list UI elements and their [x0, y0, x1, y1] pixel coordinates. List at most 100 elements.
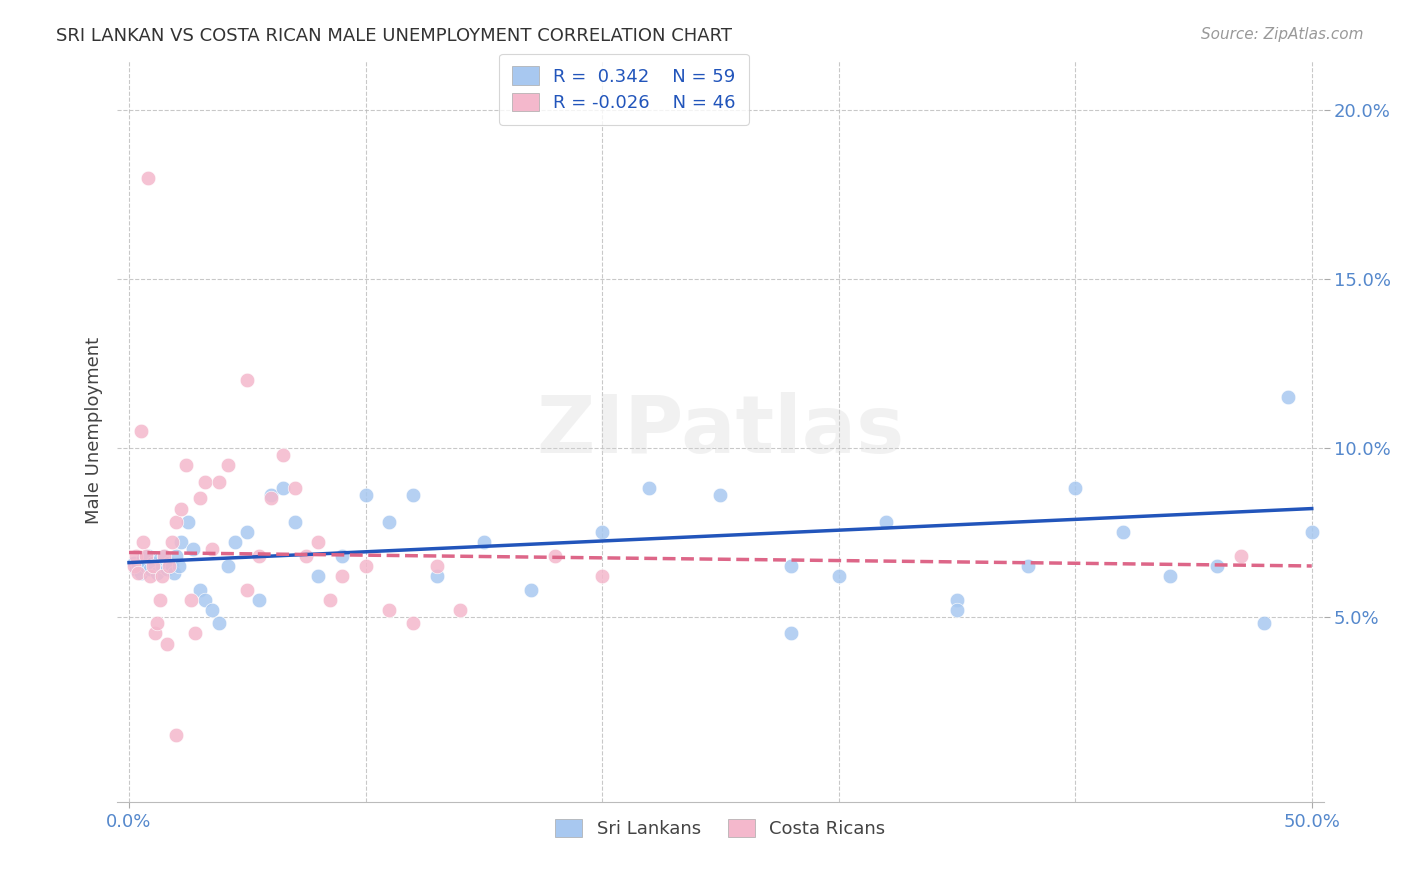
Point: [217, 558, 239, 573]
Point: [188, 582, 211, 597]
Point: [520, 582, 543, 597]
Text: Source: ZipAtlas.com: Source: ZipAtlas.com: [1201, 27, 1364, 42]
Point: [150, 558, 173, 573]
Point: [156, 637, 179, 651]
Point: [271, 448, 294, 462]
Point: [167, 558, 190, 573]
Point: [122, 558, 145, 573]
Point: [307, 535, 329, 549]
Y-axis label: Male Unemployment: Male Unemployment: [86, 337, 103, 524]
Point: [139, 562, 162, 576]
Point: [146, 566, 169, 580]
Point: [129, 424, 152, 438]
Point: [1064, 481, 1087, 495]
Point: [165, 549, 187, 563]
Point: [307, 569, 329, 583]
Point: [174, 458, 197, 472]
Point: [1301, 525, 1323, 540]
Point: [1159, 569, 1181, 583]
Point: [129, 566, 152, 580]
Point: [780, 626, 803, 640]
Point: [425, 569, 447, 583]
Point: [1206, 558, 1229, 573]
Point: [184, 626, 207, 640]
Point: [135, 549, 157, 563]
Point: [472, 535, 495, 549]
Point: [136, 549, 159, 563]
Point: [284, 481, 307, 495]
Point: [591, 569, 613, 583]
Point: [170, 535, 193, 549]
Point: [177, 515, 200, 529]
Point: [127, 558, 149, 573]
Point: [136, 170, 159, 185]
Point: [330, 549, 353, 563]
Point: [142, 558, 165, 573]
Point: [1111, 525, 1133, 540]
Point: [142, 556, 165, 570]
Point: [217, 458, 239, 472]
Point: [1017, 558, 1039, 573]
Point: [180, 592, 202, 607]
Point: [247, 549, 270, 563]
Point: [946, 603, 969, 617]
Point: [122, 556, 145, 570]
Point: [170, 501, 193, 516]
Point: [260, 488, 283, 502]
Point: [132, 535, 155, 549]
Point: [135, 558, 157, 573]
Point: [125, 549, 148, 563]
Point: [132, 552, 155, 566]
Point: [638, 481, 661, 495]
Point: [402, 616, 425, 631]
Point: [709, 488, 731, 502]
Point: [188, 491, 211, 506]
Point: [875, 515, 897, 529]
Point: [208, 616, 231, 631]
Point: [827, 569, 849, 583]
Point: [201, 542, 224, 557]
Point: [157, 556, 180, 570]
Point: [224, 535, 246, 549]
Point: [165, 728, 187, 742]
Point: [1229, 549, 1251, 563]
Point: [271, 481, 294, 495]
Point: [146, 616, 169, 631]
Point: [127, 566, 149, 580]
Point: [236, 582, 259, 597]
Point: [194, 475, 217, 489]
Point: [143, 558, 166, 573]
Point: [780, 558, 803, 573]
Point: [295, 549, 318, 563]
Text: SRI LANKAN VS COSTA RICAN MALE UNEMPLOYMENT CORRELATION CHART: SRI LANKAN VS COSTA RICAN MALE UNEMPLOYM…: [56, 27, 733, 45]
Point: [354, 558, 377, 573]
Point: [165, 515, 187, 529]
Point: [157, 558, 180, 573]
Point: [194, 592, 217, 607]
Point: [247, 592, 270, 607]
Legend: Sri Lankans, Costa Ricans: Sri Lankans, Costa Ricans: [548, 812, 893, 846]
Point: [160, 535, 183, 549]
Point: [139, 569, 162, 583]
Point: [236, 525, 259, 540]
Point: [1277, 390, 1299, 404]
Point: [125, 562, 148, 576]
Point: [319, 592, 342, 607]
Point: [201, 603, 224, 617]
Point: [946, 592, 969, 607]
Point: [591, 525, 613, 540]
Point: [260, 491, 283, 506]
Point: [449, 603, 471, 617]
Point: [236, 373, 259, 387]
Point: [378, 515, 401, 529]
Point: [284, 515, 307, 529]
Point: [402, 488, 425, 502]
Text: ZIPatlas: ZIPatlas: [536, 392, 904, 470]
Point: [160, 558, 183, 573]
Point: [544, 549, 567, 563]
Point: [208, 475, 231, 489]
Point: [153, 549, 176, 563]
Point: [378, 603, 401, 617]
Point: [149, 592, 172, 607]
Point: [330, 569, 353, 583]
